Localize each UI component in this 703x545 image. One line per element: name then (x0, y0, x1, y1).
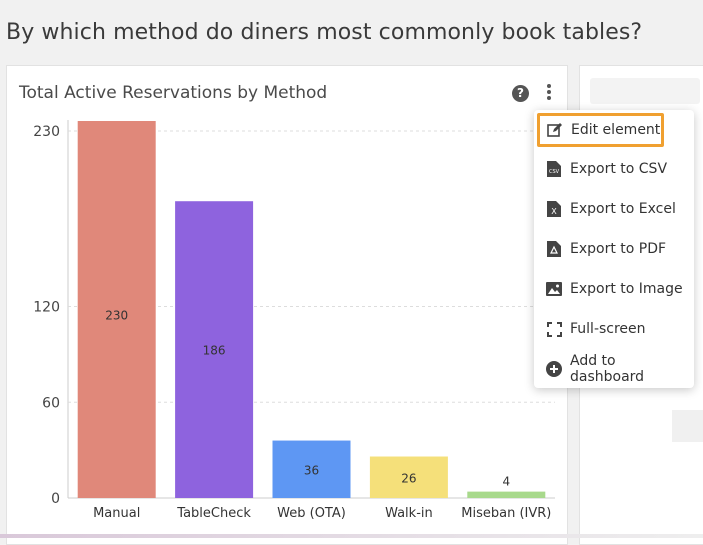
add-circle-icon (546, 361, 562, 377)
x-tick-label: Web (OTA) (277, 506, 346, 521)
menu-item-label: Export to PDF (570, 241, 667, 257)
help-circle-icon[interactable]: ? (512, 85, 529, 102)
svg-text:CSV: CSV (549, 169, 560, 175)
page-title: By which method do diners most commonly … (6, 20, 643, 45)
menu-item-label: Full-screen (570, 321, 646, 337)
fullscreen-icon (546, 321, 562, 337)
y-tick-label: 60 (42, 395, 60, 411)
x-tick-label: TableCheck (176, 506, 251, 521)
menu-item-export-excel[interactable]: X Export to Excel (534, 192, 694, 226)
x-tick-label: Manual (93, 506, 140, 521)
menu-item-label: Export to Image (570, 281, 683, 297)
excel-file-icon: X (546, 201, 562, 217)
data-label: 36 (304, 463, 319, 477)
menu-item-label: Export to Excel (570, 201, 676, 217)
bar (369, 456, 448, 498)
x-tick-label: Walk-in (385, 506, 433, 521)
menu-item-full-screen[interactable]: Full-screen (534, 312, 694, 346)
bar (175, 201, 254, 499)
menu-item-export-image[interactable]: Export to Image (534, 272, 694, 306)
menu-item-label: Edit element (571, 122, 661, 138)
data-label: 230 (105, 309, 128, 323)
data-label: 4 (502, 475, 510, 489)
adjacent-card-placeholder (672, 410, 703, 442)
card-title: Total Active Reservations by Method (19, 83, 328, 103)
image-icon (546, 281, 562, 297)
menu-item-label: Add to dashboard (570, 353, 645, 385)
y-tick-label: 0 (51, 491, 60, 507)
menu-item-export-csv[interactable]: CSV Export to CSV (534, 152, 694, 186)
edit-icon (547, 122, 563, 138)
data-label: 26 (401, 471, 416, 485)
bar (272, 440, 351, 498)
x-tick-label: Miseban (IVR) (461, 506, 551, 521)
y-tick-label: 120 (33, 300, 60, 316)
kebab-menu-icon[interactable] (544, 84, 554, 104)
bar (77, 121, 156, 498)
pdf-file-icon (546, 241, 562, 257)
data-label: 186 (203, 344, 226, 358)
element-context-menu: Edit element CSV Export to CSV X Export … (534, 110, 694, 388)
menu-item-export-pdf[interactable]: Export to PDF (534, 232, 694, 266)
menu-item-edit-element[interactable]: Edit element (537, 113, 664, 147)
y-tick-label: 230 (33, 124, 60, 140)
bottom-scroll-strip (0, 534, 703, 538)
adjacent-card-placeholder (590, 78, 700, 104)
bar (467, 491, 546, 498)
menu-item-add-to-dashboard[interactable]: Add to dashboard (534, 352, 694, 386)
svg-text:X: X (551, 207, 557, 216)
csv-file-icon: CSV (546, 161, 562, 177)
menu-item-label: Export to CSV (570, 161, 668, 177)
